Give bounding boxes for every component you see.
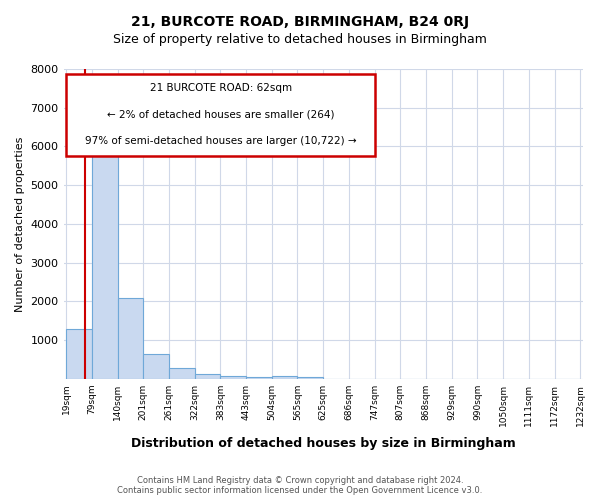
FancyBboxPatch shape	[66, 74, 375, 156]
Bar	[272, 376, 298, 379]
Bar	[194, 374, 220, 379]
Bar	[66, 328, 92, 379]
Bar	[246, 378, 272, 379]
Text: Contains HM Land Registry data © Crown copyright and database right 2024.
Contai: Contains HM Land Registry data © Crown c…	[118, 476, 482, 495]
Bar	[169, 368, 194, 379]
X-axis label: Distribution of detached houses by size in Birmingham: Distribution of detached houses by size …	[131, 437, 515, 450]
Text: 21 BURCOTE ROAD: 62sqm: 21 BURCOTE ROAD: 62sqm	[149, 84, 292, 94]
Y-axis label: Number of detached properties: Number of detached properties	[15, 136, 25, 312]
Bar	[92, 127, 118, 379]
Text: ← 2% of detached houses are smaller (264): ← 2% of detached houses are smaller (264…	[107, 110, 334, 120]
Bar	[298, 377, 323, 379]
Text: Size of property relative to detached houses in Birmingham: Size of property relative to detached ho…	[113, 32, 487, 46]
Text: 97% of semi-detached houses are larger (10,722) →: 97% of semi-detached houses are larger (…	[85, 136, 356, 146]
Bar	[220, 376, 246, 379]
Bar	[118, 298, 143, 379]
Text: 21, BURCOTE ROAD, BIRMINGHAM, B24 0RJ: 21, BURCOTE ROAD, BIRMINGHAM, B24 0RJ	[131, 15, 469, 29]
Bar	[143, 354, 169, 379]
